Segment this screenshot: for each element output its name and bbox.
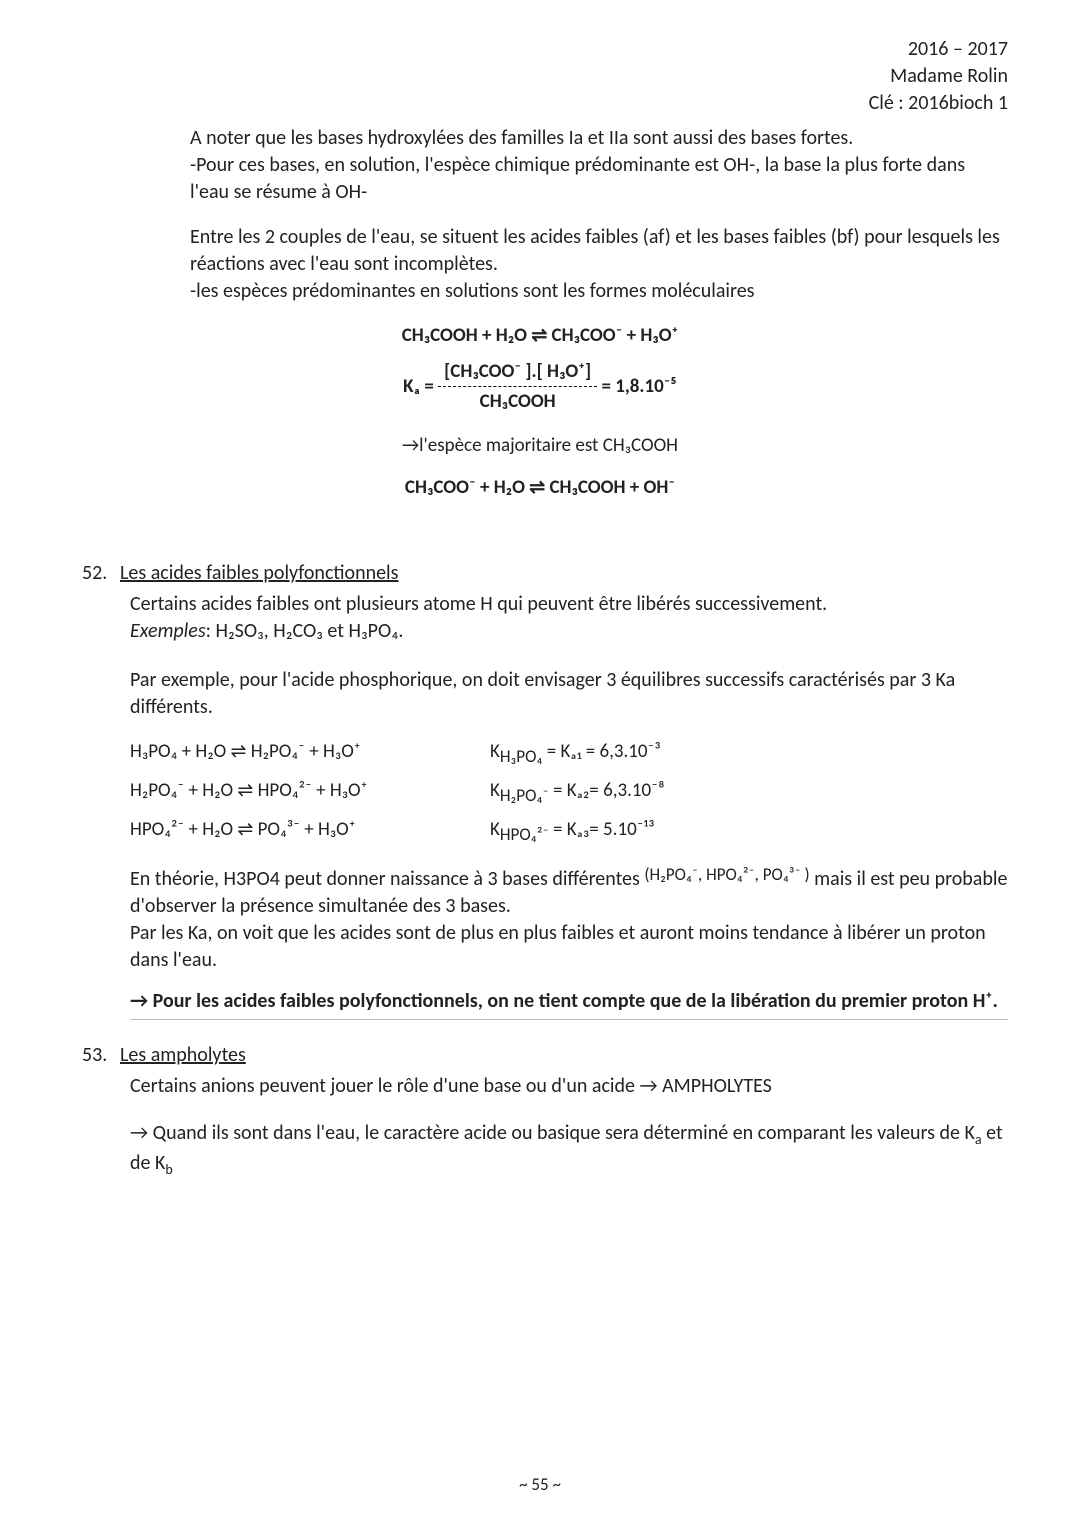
s52-ex-label: Exemples xyxy=(130,619,206,643)
section-52-body: Certains acides faibles ont plusieurs at… xyxy=(72,591,1008,1020)
eq-rhs: KH₂PO₄⁻ = Kₐ₂= 6,3.10⁻⁸ xyxy=(490,778,665,807)
section-53-body: Certains anions peuvent jouer le rôle d'… xyxy=(72,1073,1008,1180)
eq1-ka-label: Kₐ = xyxy=(403,374,434,397)
section-53-num: 53. xyxy=(72,1042,120,1069)
kb-sub: b xyxy=(165,1161,172,1178)
s52-examples: Exemples: H₂SO₃, H₂CO₃ et H₃PO₄. xyxy=(130,618,1008,645)
eq1-line2-rhs: CH₃COOH + OH⁻ xyxy=(549,476,675,499)
eq-lhs: HPO₄²⁻ + H₂O ⇌ PO₄³⁻ + H₃O⁺ xyxy=(130,817,490,846)
eq-lhs: H₃PO₄ + H₂O ⇌ H₂PO₄⁻ + H₃O⁺ xyxy=(130,739,490,768)
page-header: 2016 – 2017 Madame Rolin Clé : 2016bioch… xyxy=(72,36,1008,117)
s52-p2: Par exemple, pour l'acide phosphorique, … xyxy=(130,667,1008,721)
eq1-note-prefix: →l'espèce majoritaire est xyxy=(402,434,603,457)
eq-rhs: KHPO₄²⁻ = Kₐ₃= 5.10⁻¹³ xyxy=(490,817,655,846)
s52-p1: Certains acides faibles ont plusieurs at… xyxy=(130,591,1008,618)
eq1-ka-frac: [CH₃COO⁻ ].[ H₃O⁺] CH₃COOH xyxy=(438,359,597,415)
eq1-line2-lhs: CH₃COO⁻ + H₂O xyxy=(405,476,525,499)
s53-p2: → Quand ils sont dans l'eau, le caractèr… xyxy=(130,1120,1008,1180)
page-number: ~ 55 ~ xyxy=(0,1474,1080,1497)
eq1-ka-val: = 1,8.10⁻⁵ xyxy=(601,374,676,397)
section-52-head: 52. Les acides faibles polyfonctionnels xyxy=(72,560,1008,587)
s53-p2a: → Quand ils sont dans l'eau, le caractèr… xyxy=(130,1121,975,1145)
eq1-note-species: CH₃COOH xyxy=(603,434,678,457)
header-teacher: Madame Rolin xyxy=(72,63,1008,90)
intro-p3: Entre les 2 couples de l'eau, se situent… xyxy=(190,224,1008,278)
eq1-note: →l'espèce majoritaire est CH₃COOH xyxy=(72,433,1008,459)
eq1-ka-num: [CH₃COO⁻ ].[ H₃O⁺] xyxy=(438,359,597,388)
s52-p3-species: (H₂PO₄⁻, HPO₄²⁻, PO₄³⁻ ) xyxy=(644,864,809,885)
eq1-line1-lhs: CH₃COOH + H₂O xyxy=(402,324,527,347)
eq-lhs: H₂PO₄⁻ + H₂O ⇌ HPO₄²⁻ + H₃O⁺ xyxy=(130,778,490,807)
eq1-line1: CH₃COOH + H₂O ⇌ CH₃COO⁻ + H₃O⁺ xyxy=(72,323,1008,349)
eq1-ka: Kₐ = [CH₃COO⁻ ].[ H₃O⁺] CH₃COOH = 1,8.10… xyxy=(72,359,1008,415)
header-key: Clé : 2016bioch 1 xyxy=(72,90,1008,117)
eq-rhs: KH₃PO₄ = Kₐ₁ = 6,3.10⁻³ xyxy=(490,739,661,768)
ka-sub: a xyxy=(975,1131,982,1148)
intro-p4: -les espèces prédominantes en solutions … xyxy=(190,278,1008,305)
header-year: 2016 – 2017 xyxy=(72,36,1008,63)
intro-p2: -Pour ces bases, en solution, l'espèce c… xyxy=(190,152,1008,206)
s52-eq-table: H₃PO₄ + H₂O ⇌ H₂PO₄⁻ + H₃O⁺ KH₃PO₄ = Kₐ₁… xyxy=(130,739,1008,846)
s52-p4: Par les Ka, on voit que les acides sont … xyxy=(130,920,1008,974)
eq1-ka-den: CH₃COOH xyxy=(438,387,597,415)
s52-p3: En théorie, H3PO4 peut donner naissance … xyxy=(130,864,1008,920)
eq1-line1-rhs: CH₃COO⁻ + H₃O⁺ xyxy=(552,324,679,347)
table-row: H₃PO₄ + H₂O ⇌ H₂PO₄⁻ + H₃O⁺ KH₃PO₄ = Kₐ₁… xyxy=(130,739,1008,768)
section-52-title: Les acides faibles polyfonctionnels xyxy=(120,561,398,585)
section-52-num: 52. xyxy=(72,560,120,587)
s52-ex-body: : H₂SO₃, H₂CO₃ et H₃PO₄. xyxy=(206,619,404,643)
section-53-head: 53. Les ampholytes xyxy=(72,1042,1008,1069)
section-53-title: Les ampholytes xyxy=(120,1043,246,1067)
eq1-line2: CH₃COO⁻ + H₂O ⇌ CH₃COOH + OH⁻ xyxy=(72,475,1008,501)
s52-rule: → Pour les acides faibles polyfonctionne… xyxy=(130,988,1008,1020)
s52-p3a: En théorie, H3PO4 peut donner naissance … xyxy=(130,867,644,891)
equation-block-1: CH₃COOH + H₂O ⇌ CH₃COO⁻ + H₃O⁺ Kₐ = [CH₃… xyxy=(72,323,1008,415)
s53-p1: Certains anions peuvent jouer le rôle d'… xyxy=(130,1073,1008,1100)
intro-p1: A noter que les bases hydroxylées des fa… xyxy=(190,125,1008,152)
equation-block-2: CH₃COO⁻ + H₂O ⇌ CH₃COOH + OH⁻ xyxy=(72,475,1008,501)
table-row: H₂PO₄⁻ + H₂O ⇌ HPO₄²⁻ + H₃O⁺ KH₂PO₄⁻ = K… xyxy=(130,778,1008,807)
table-row: HPO₄²⁻ + H₂O ⇌ PO₄³⁻ + H₃O⁺ KHPO₄²⁻ = Kₐ… xyxy=(130,817,1008,846)
intro-block-2: Entre les 2 couples de l'eau, se situent… xyxy=(72,224,1008,305)
intro-block: A noter que les bases hydroxylées des fa… xyxy=(72,125,1008,206)
